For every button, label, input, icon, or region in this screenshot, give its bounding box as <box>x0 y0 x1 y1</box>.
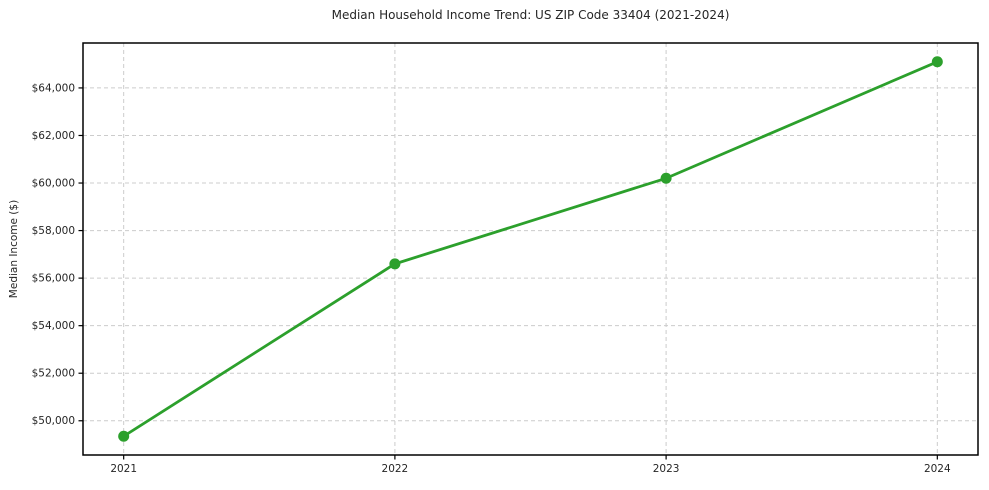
y-tick-label-54000: $54,000 <box>32 320 75 332</box>
x-tick-label-2022: 2022 <box>382 463 409 475</box>
y-tick-label-62000: $62,000 <box>32 130 75 142</box>
data-point-2024 <box>931 56 943 68</box>
x-tick-label-2021: 2021 <box>110 463 137 475</box>
trend-line <box>122 60 939 438</box>
data-point-2021 <box>118 430 130 442</box>
data-point-2023 <box>660 172 672 184</box>
plot-border <box>82 42 979 456</box>
y-tick-label-64000: $64,000 <box>32 82 75 94</box>
x-tick-label-2023: 2023 <box>653 463 680 475</box>
chart-title: Median Household Income Trend: US ZIP Co… <box>331 8 730 22</box>
y-tick-label-50000: $50,000 <box>32 415 75 427</box>
y-tick-label-52000: $52,000 <box>32 368 75 380</box>
y-tick-label-56000: $56,000 <box>32 273 75 285</box>
y-tick-label-58000: $58,000 <box>32 225 75 237</box>
data-point-2022 <box>389 258 401 270</box>
y-tick-label-60000: $60,000 <box>32 177 75 189</box>
x-tick-label-2024: 2024 <box>924 463 951 475</box>
